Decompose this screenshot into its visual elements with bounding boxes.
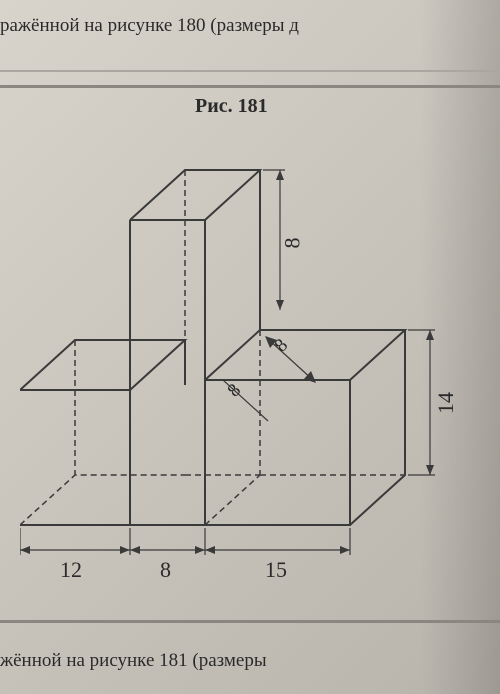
- dim-12: 12: [60, 557, 82, 583]
- top-text-fragment: ражённой на рисунке 180 (размеры д: [0, 15, 299, 37]
- geometric-figure: 12 8 15 14 8 8 8: [20, 130, 480, 600]
- figure-title: Рис. 181: [195, 95, 268, 118]
- figure-svg: [20, 130, 480, 600]
- dim-14: 14: [433, 392, 459, 414]
- bottom-text-fragment: жённой на рисунке 181 (размеры: [0, 650, 267, 672]
- dim-8-bottom: 8: [160, 557, 171, 583]
- dim-8-height: 8: [280, 238, 306, 249]
- divider-bottom: [0, 620, 500, 623]
- dim-15: 15: [265, 557, 287, 583]
- divider-top-1: [0, 70, 500, 72]
- divider-top-2: [0, 85, 500, 88]
